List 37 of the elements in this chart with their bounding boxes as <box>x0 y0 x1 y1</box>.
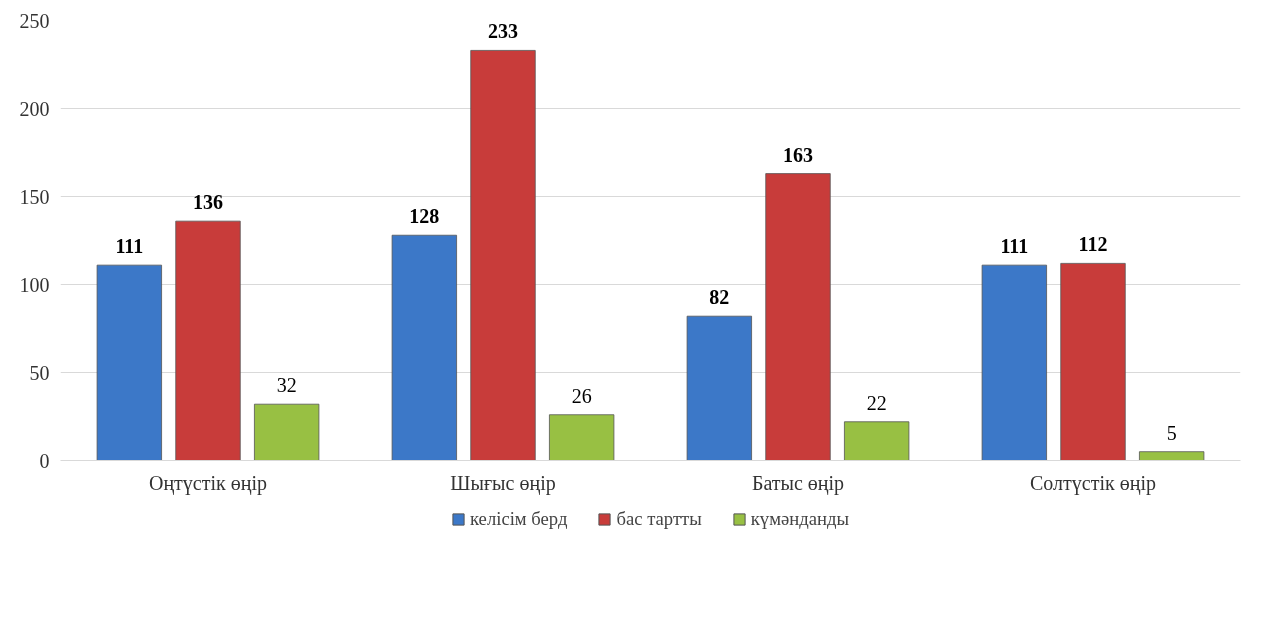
bar <box>765 173 831 461</box>
bar <box>470 50 536 461</box>
data-label: 112 <box>1078 233 1108 256</box>
x-tick-label: Оңтүстік өңір <box>148 471 268 495</box>
bar <box>391 234 457 461</box>
data-label: 22 <box>866 391 887 414</box>
bar <box>1139 451 1205 461</box>
bar <box>1060 262 1126 461</box>
y-tick-label: 100 <box>19 273 50 296</box>
data-label: 32 <box>276 374 297 397</box>
legend-label: күмәнданды <box>750 508 849 530</box>
legend-label: келісім берд <box>470 508 568 530</box>
data-label: 111 <box>115 235 144 258</box>
bar <box>686 315 752 461</box>
x-tick-label: Шығыс өңір <box>450 471 556 495</box>
data-label: 26 <box>571 384 592 407</box>
legend-label: бас тартты <box>616 508 702 530</box>
data-label: 163 <box>783 143 813 166</box>
y-tick-label: 150 <box>19 185 50 208</box>
bar <box>175 220 241 461</box>
bar <box>96 264 162 461</box>
bar <box>844 421 910 461</box>
x-tick-label: Батыс өңір <box>751 471 845 495</box>
data-label: 82 <box>709 286 730 309</box>
y-tick-label: 0 <box>39 449 50 472</box>
bar <box>981 264 1047 461</box>
data-label: 128 <box>409 205 440 228</box>
data-label: 111 <box>1000 235 1029 258</box>
y-tick-label: 250 <box>19 9 50 32</box>
data-label: 233 <box>488 20 518 43</box>
bar <box>549 414 615 461</box>
data-label: 5 <box>1166 421 1177 444</box>
x-tick-label: Солтүстік өңір <box>1030 471 1156 495</box>
bar <box>254 403 320 461</box>
data-label: 136 <box>193 191 223 214</box>
y-tick-label: 50 <box>29 361 50 384</box>
y-tick-label: 200 <box>19 97 50 120</box>
